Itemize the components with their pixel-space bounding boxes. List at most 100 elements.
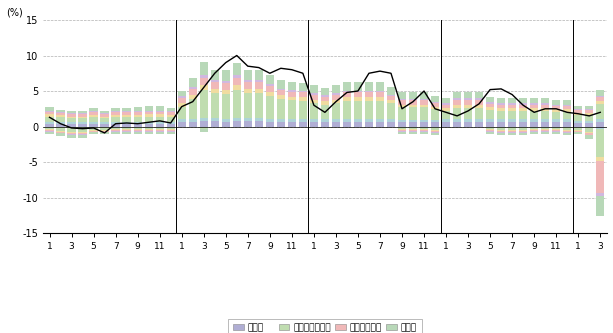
- Bar: [112, 115, 120, 117]
- Bar: [321, 97, 329, 101]
- Bar: [596, 193, 604, 196]
- Bar: [233, 85, 241, 90]
- Bar: [398, 107, 406, 120]
- Bar: [596, 129, 604, 157]
- Bar: [112, 117, 120, 122]
- Bar: [145, 115, 153, 117]
- Bar: [541, 122, 549, 127]
- Bar: [519, 103, 527, 105]
- Bar: [332, 103, 340, 119]
- Bar: [332, 122, 340, 127]
- Bar: [431, 122, 439, 127]
- Bar: [387, 119, 395, 122]
- Bar: [233, 75, 241, 78]
- Bar: [78, 133, 86, 134]
- Bar: [508, 132, 516, 133]
- Bar: [123, 112, 131, 115]
- Bar: [563, 112, 571, 120]
- Bar: [56, 115, 64, 117]
- Bar: [596, 122, 604, 127]
- Bar: [134, 117, 142, 122]
- Bar: [112, 112, 120, 115]
- Bar: [156, 132, 164, 134]
- Bar: [541, 98, 549, 103]
- Bar: [453, 119, 461, 122]
- Bar: [497, 133, 505, 136]
- Bar: [45, 127, 54, 130]
- Bar: [200, 90, 208, 118]
- Bar: [585, 113, 593, 115]
- Bar: [541, 130, 549, 131]
- Bar: [486, 122, 494, 127]
- Bar: [123, 132, 131, 134]
- Bar: [376, 93, 384, 98]
- Bar: [486, 132, 494, 134]
- Bar: [343, 101, 351, 119]
- Bar: [563, 131, 571, 132]
- Bar: [123, 111, 131, 112]
- Bar: [596, 98, 604, 101]
- Bar: [453, 92, 461, 99]
- Bar: [486, 104, 494, 107]
- Bar: [552, 112, 560, 120]
- Bar: [78, 114, 86, 115]
- Bar: [89, 108, 97, 111]
- Bar: [508, 105, 516, 108]
- Bar: [574, 110, 582, 113]
- Bar: [254, 93, 263, 118]
- Bar: [596, 101, 604, 104]
- Bar: [101, 111, 109, 114]
- Bar: [596, 96, 604, 98]
- Bar: [486, 102, 494, 104]
- Bar: [409, 122, 417, 127]
- Bar: [265, 119, 274, 122]
- Bar: [464, 105, 472, 108]
- Bar: [200, 129, 208, 132]
- Bar: [56, 122, 64, 124]
- Bar: [475, 105, 483, 108]
- Bar: [178, 103, 186, 107]
- Bar: [398, 99, 406, 100]
- Bar: [167, 124, 175, 127]
- Bar: [442, 98, 450, 103]
- Bar: [67, 114, 75, 115]
- Bar: [200, 62, 208, 75]
- Bar: [56, 132, 64, 133]
- Bar: [167, 130, 175, 131]
- Bar: [486, 107, 494, 110]
- Bar: [508, 131, 516, 132]
- Bar: [398, 132, 406, 134]
- Bar: [552, 132, 560, 134]
- Bar: [145, 112, 153, 115]
- Bar: [67, 133, 75, 134]
- Bar: [287, 97, 296, 100]
- Bar: [299, 83, 307, 91]
- Bar: [431, 127, 439, 130]
- Bar: [101, 118, 109, 122]
- Bar: [563, 120, 571, 122]
- Bar: [178, 91, 186, 96]
- Bar: [398, 130, 406, 131]
- Bar: [276, 80, 285, 89]
- Bar: [112, 111, 120, 112]
- Bar: [563, 110, 571, 112]
- Bar: [67, 122, 75, 124]
- Bar: [67, 115, 75, 117]
- Bar: [552, 110, 560, 112]
- Bar: [464, 99, 472, 100]
- Bar: [519, 131, 527, 132]
- Bar: [101, 130, 109, 131]
- Bar: [178, 96, 186, 98]
- Bar: [112, 131, 120, 132]
- Bar: [45, 111, 54, 112]
- Bar: [365, 122, 373, 127]
- Bar: [585, 106, 593, 109]
- Bar: [178, 107, 186, 120]
- Bar: [497, 122, 505, 127]
- Bar: [486, 97, 494, 102]
- Bar: [387, 122, 395, 127]
- Bar: [101, 114, 109, 115]
- Bar: [420, 100, 428, 105]
- Bar: [287, 122, 296, 127]
- Bar: [112, 130, 120, 131]
